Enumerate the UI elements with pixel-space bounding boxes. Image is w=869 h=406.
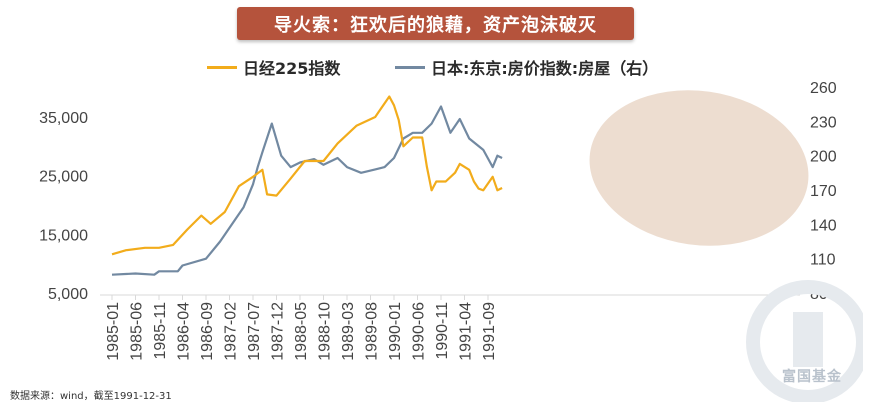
y-right-tick-label: 140 (810, 217, 837, 234)
series-line-nikkei (111, 95, 503, 256)
x-tick-label: 1986-04 (176, 302, 193, 361)
x-tick-label: 1991-04 (458, 302, 475, 361)
x-tick-label: 1989-03 (340, 302, 357, 361)
y-right-tick-label: 110 (810, 252, 836, 269)
watermark-logo-icon (746, 280, 863, 402)
legend-swatch-house-price (395, 65, 425, 69)
y-left-tick-label: 5,000 (48, 286, 88, 303)
series-line-house-price (111, 105, 503, 276)
y-right-tick-label: 260 (810, 80, 837, 97)
x-tick-label: 1988-05 (293, 302, 310, 361)
y-right-tick-label: 170 (810, 183, 837, 200)
x-tick-label: 1987-12 (270, 302, 287, 361)
legend-item-nikkei: 日经225指数 (207, 56, 340, 78)
y-left-tick-label: 35,000 (39, 110, 88, 127)
x-tick-label: 1990-01 (387, 302, 404, 361)
x-tick-label: 1985-11 (152, 302, 169, 360)
y-right-tick-label: 200 (810, 149, 837, 166)
legend-label-nikkei: 日经225指数 (243, 59, 341, 78)
legend-swatch-nikkei (207, 65, 237, 69)
x-tick-label: 1990-06 (411, 302, 428, 361)
watermark-text: 富国基金 (782, 369, 842, 385)
highlight-ellipse (589, 90, 809, 246)
x-tick-label: 1988-10 (317, 302, 334, 361)
x-tick-label: 1987-07 (246, 302, 263, 361)
x-tick-label: 1991-09 (481, 302, 498, 361)
legend-label-house-price: 日本:东京:房价指数:房屋（右） (431, 59, 659, 78)
x-tick-label: 1985-06 (129, 302, 146, 361)
y-left-tick-label: 25,000 (39, 169, 88, 186)
legend-item-house-price: 日本:东京:房价指数:房屋（右） (395, 56, 658, 78)
source-note: 数据来源：wind，截至1991-12-31 (10, 391, 172, 402)
x-tick-label: 1990-11 (434, 302, 451, 360)
y-left-tick-label: 15,000 (39, 227, 88, 244)
x-tick-label: 1989-08 (364, 302, 381, 361)
chart-title: 导火索：狂欢后的狼藉，资产泡沫破灭 (237, 7, 634, 40)
x-tick-label: 1987-02 (223, 302, 240, 361)
x-tick-label: 1986-09 (199, 302, 216, 361)
x-tick-label: 1985-01 (105, 302, 122, 361)
y-right-tick-label: 230 (810, 114, 837, 131)
